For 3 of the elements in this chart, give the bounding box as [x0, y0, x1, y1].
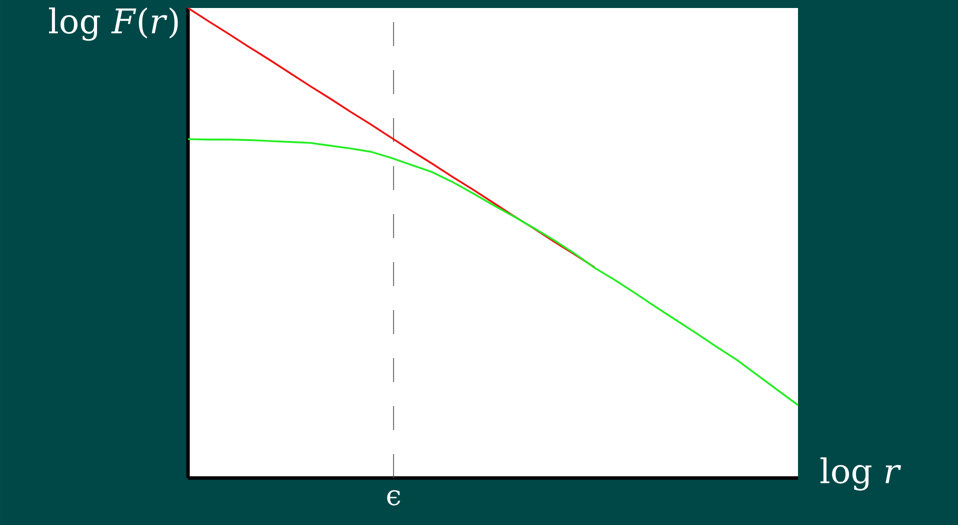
x-axis-title: log r [820, 457, 902, 491]
y-axis-title: log F(r) [48, 8, 178, 41]
text: ϵ [387, 490, 400, 506]
